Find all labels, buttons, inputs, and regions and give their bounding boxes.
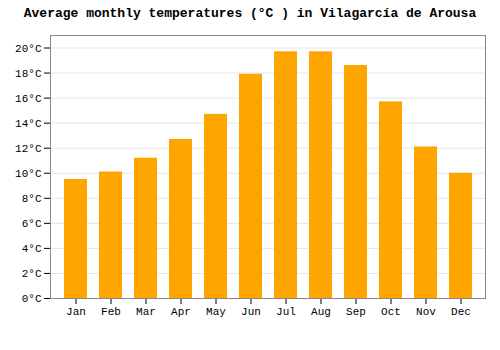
svg-text:Nov: Nov (416, 306, 436, 318)
svg-text:Dec: Dec (451, 306, 471, 318)
svg-text:16°C: 16°C (15, 93, 42, 105)
svg-text:Feb: Feb (101, 306, 121, 318)
svg-text:14°C: 14°C (15, 118, 42, 130)
svg-text:Jul: Jul (276, 306, 296, 318)
svg-text:0°C: 0°C (22, 293, 42, 305)
svg-text:Jan: Jan (66, 306, 86, 318)
svg-text:Mar: Mar (136, 306, 156, 318)
html-text:Average monthly temperatures (: Average monthly temperatures (°C ) in Vi… (23, 6, 477, 21)
svg-text:12°C: 12°C (15, 143, 42, 155)
svg-text:10°C: 10°C (15, 168, 42, 180)
svg-text:8°C: 8°C (22, 193, 42, 205)
svg-text:6°C: 6°C (22, 218, 42, 230)
svg-text:4°C: 4°C (22, 243, 42, 255)
svg-text:May: May (206, 306, 226, 318)
svg-text:Oct: Oct (381, 306, 401, 318)
svg-text:Apr: Apr (171, 306, 191, 318)
svg-text:2°C: 2°C (22, 268, 42, 280)
svg-text:20°C: 20°C (15, 43, 42, 55)
svg-text:18°C: 18°C (15, 68, 42, 80)
svg-text:Sep: Sep (346, 306, 366, 318)
svg-text:Jun: Jun (241, 306, 261, 318)
svg-text:Aug: Aug (311, 306, 331, 318)
